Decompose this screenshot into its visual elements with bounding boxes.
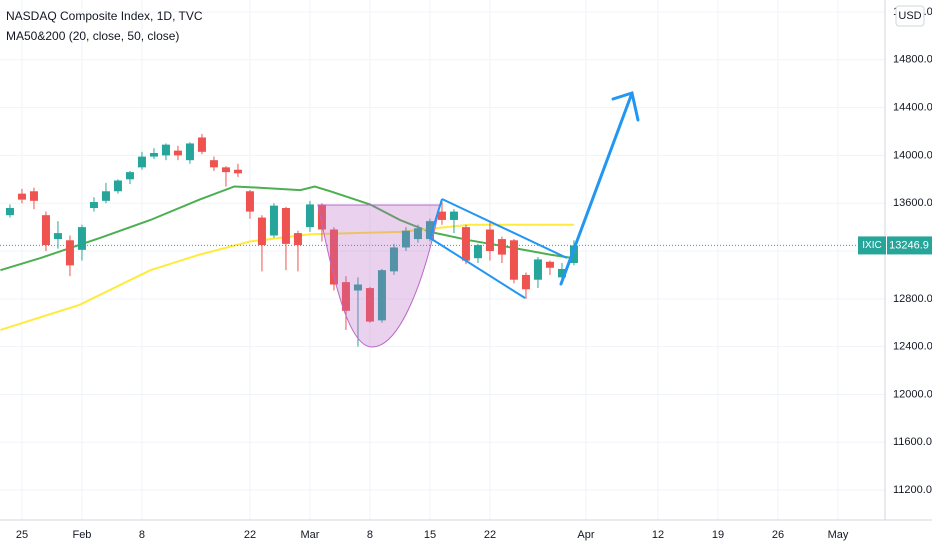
candle-body xyxy=(377,270,386,321)
candle-body xyxy=(89,202,98,208)
candle-body xyxy=(257,217,266,246)
candle-body xyxy=(533,259,542,280)
candle-body xyxy=(53,233,62,240)
channel xyxy=(429,198,568,299)
candle-body xyxy=(305,204,314,228)
y-tick-label: 12000.0 xyxy=(893,388,932,400)
candle-body xyxy=(317,204,326,230)
y-tick-label: 11600.0 xyxy=(893,436,932,448)
candle-body xyxy=(29,191,38,201)
candle-body xyxy=(17,193,26,200)
candle-body xyxy=(557,268,566,278)
x-tick-label: 22 xyxy=(244,529,256,541)
last-price-label: 13246.9 xyxy=(889,239,929,251)
candle-body xyxy=(449,211,458,220)
candle-body xyxy=(149,153,158,157)
candle-body xyxy=(413,228,422,240)
x-tick-label: 12 xyxy=(652,529,664,541)
x-tick-label: 25 xyxy=(16,529,28,541)
x-tick-label: 22 xyxy=(484,529,496,541)
candle-body xyxy=(485,229,494,252)
moving-average-line xyxy=(0,223,574,331)
candle-body xyxy=(161,144,170,156)
candle-body xyxy=(365,288,374,322)
candle-body xyxy=(341,282,350,311)
x-tick-label: 26 xyxy=(772,529,784,541)
candle-body xyxy=(425,221,434,240)
x-tick-label: 15 xyxy=(424,529,436,541)
candle-body xyxy=(41,215,50,246)
candle-body xyxy=(353,284,362,291)
candle-body xyxy=(437,211,446,220)
candle-body xyxy=(461,227,470,261)
candle-body xyxy=(293,233,302,246)
candle-body xyxy=(545,261,554,268)
candle-body xyxy=(185,143,194,161)
candles xyxy=(5,133,578,347)
indicator-label: MA50&200 (20, close, 50, close) xyxy=(6,29,179,43)
candle-body xyxy=(137,156,146,168)
candle-body xyxy=(5,208,14,216)
candle-body xyxy=(329,229,338,285)
symbol-label: IXIC xyxy=(862,240,881,251)
candle-body xyxy=(521,274,530,290)
grid xyxy=(0,0,885,520)
candle-body xyxy=(389,247,398,272)
candle-body xyxy=(401,230,410,248)
x-tick-label: 8 xyxy=(367,529,373,541)
x-tick-label: Feb xyxy=(72,529,91,541)
candle-body xyxy=(269,205,278,236)
candle-body xyxy=(221,167,230,173)
candle-body xyxy=(233,169,242,174)
y-tick-label: 12400.0 xyxy=(893,341,932,353)
x-tick-label: Apr xyxy=(577,529,594,541)
axes: 11200.011600.012000.012400.012800.013200… xyxy=(0,6,932,541)
candle-body xyxy=(173,150,182,156)
y-tick-label: 11200.0 xyxy=(893,484,932,496)
y-tick-label: 12800.0 xyxy=(893,293,932,305)
candle-body xyxy=(101,191,110,201)
y-tick-label: 14400.0 xyxy=(893,101,932,113)
currency-box[interactable] xyxy=(895,5,925,27)
x-tick-label: May xyxy=(828,529,849,541)
chart-title: NASDAQ Composite Index, 1D, TVC xyxy=(6,9,203,23)
candle-body xyxy=(473,245,482,259)
y-tick-label: 13600.0 xyxy=(893,197,932,209)
currency[interactable]: USD xyxy=(898,10,921,22)
last-price-box xyxy=(887,236,932,255)
cup-pattern xyxy=(317,204,441,348)
candle-body xyxy=(509,240,518,280)
candle-body xyxy=(497,239,506,255)
candle-body xyxy=(77,227,86,250)
moving-averages xyxy=(0,185,575,331)
candle-body xyxy=(281,208,290,244)
symbol-box xyxy=(858,236,886,255)
moving-average-line xyxy=(0,185,575,272)
candle-body xyxy=(125,172,134,180)
candle-body xyxy=(209,160,218,168)
candle-body xyxy=(113,180,122,192)
candle-body xyxy=(65,240,74,266)
y-tick-label: 14800.0 xyxy=(893,54,932,66)
y-tick-label: 14000.0 xyxy=(893,149,932,161)
candle-body xyxy=(569,245,578,263)
candle-body xyxy=(197,137,206,152)
candle-body xyxy=(245,191,254,212)
x-tick-label: 8 xyxy=(139,529,145,541)
x-tick-label: Mar xyxy=(300,529,319,541)
x-tick-label: 19 xyxy=(712,529,724,541)
arrow xyxy=(559,91,640,286)
